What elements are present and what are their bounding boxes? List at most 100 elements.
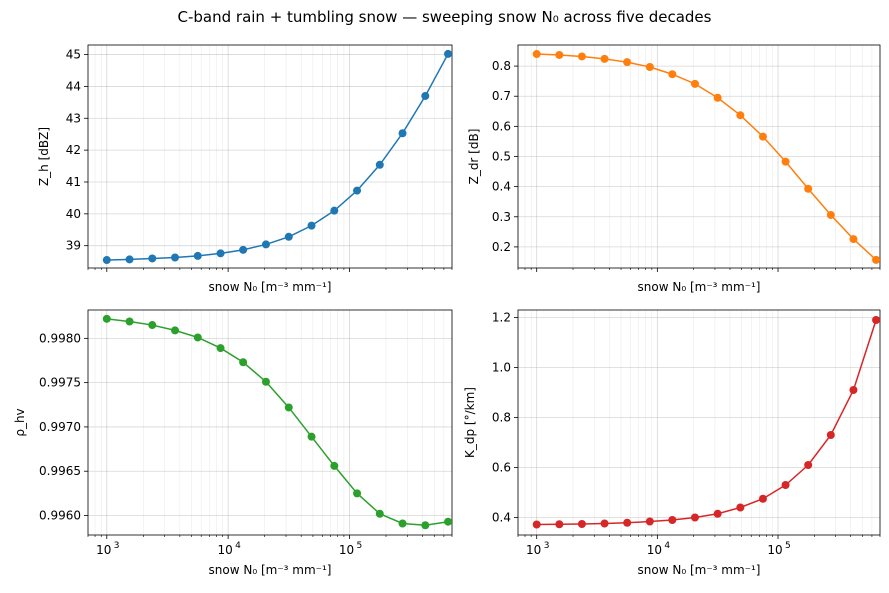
data-point [398, 129, 407, 138]
x-axis-label: snow N₀ [m⁻³ mm⁻¹] [209, 563, 332, 577]
data-point [239, 358, 248, 367]
data-point [668, 70, 677, 79]
data-point [668, 516, 677, 524]
x-tick-exponent: 4 [664, 541, 670, 551]
data-point [577, 520, 586, 528]
data-point [330, 461, 339, 470]
data-point [623, 518, 632, 527]
y-axis-label: Z_dr [dB] [467, 129, 481, 185]
y-tick-label: 0.5 [492, 150, 511, 164]
data-point [239, 245, 248, 254]
data-point [713, 93, 722, 102]
y-tick-label: 0.2 [492, 240, 511, 254]
data-point [690, 513, 699, 522]
x-tick-exponent: 3 [114, 541, 120, 551]
data-point [872, 316, 881, 324]
data-point [736, 111, 745, 120]
data-point [307, 432, 316, 441]
data-point [125, 255, 134, 264]
data-point [193, 251, 202, 260]
data-point [148, 321, 157, 330]
series-line [106, 318, 449, 527]
series-line [536, 319, 877, 526]
y-tick-label: 0.3 [492, 210, 511, 224]
data-point [781, 157, 790, 166]
data-point [125, 317, 134, 326]
axes-frame [517, 309, 881, 536]
data-point [600, 519, 609, 528]
series-line [106, 53, 449, 261]
data-point [849, 235, 858, 244]
data-point [555, 520, 564, 529]
x-axis-label: snow N₀ [m⁻³ mm⁻¹] [638, 563, 761, 577]
data-point [849, 386, 858, 394]
data-point [826, 431, 835, 439]
data-point [261, 240, 270, 249]
data-point [375, 509, 384, 518]
y-tick-label: 0.7 [492, 89, 511, 103]
series-line [536, 53, 877, 261]
y-axis-label: Z_h [dBZ] [37, 127, 51, 186]
figure-title: C-band rain + tumbling snow — sweeping s… [177, 8, 712, 26]
data-point [781, 481, 790, 489]
x-tick-exponent: 5 [785, 541, 791, 551]
data-point [532, 50, 541, 59]
axes-frame [87, 44, 453, 269]
data-point [758, 494, 767, 503]
data-point [375, 160, 384, 169]
x-tick-exponent: 3 [544, 541, 550, 551]
y-tick-label: 0.4 [492, 511, 511, 525]
data-point [690, 79, 699, 88]
data-point [307, 221, 316, 230]
data-point [330, 206, 339, 215]
data-point [532, 520, 541, 529]
y-tick-label: 0.8 [492, 411, 511, 425]
data-point [444, 517, 453, 526]
x-tick-label: 10 [217, 543, 232, 557]
data-point [421, 91, 430, 100]
x-tick-label: 10 [526, 543, 541, 557]
y-tick-label: 45 [66, 48, 81, 62]
subplot-1: 39 40 41 42 43 44 45 snow N₀ [m⁻³ mm⁻¹] Z_h [dBZ… [37, 44, 453, 294]
data-point [102, 256, 111, 265]
x-axis-label: snow N₀ [m⁻³ mm⁻¹] [638, 280, 761, 294]
data-point [284, 403, 293, 412]
data-point [804, 184, 813, 193]
data-point [171, 326, 180, 335]
y-tick-label: 41 [66, 175, 81, 189]
data-point [353, 489, 362, 498]
data-point [713, 509, 722, 518]
data-point [872, 255, 881, 264]
data-point [216, 344, 225, 353]
y-tick-label: 39 [66, 239, 81, 253]
y-tick-label: 40 [66, 207, 81, 221]
x-tick-label: 10 [96, 543, 111, 557]
y-tick-label: 0.9965 [39, 464, 81, 478]
y-tick-label: 43 [66, 111, 81, 125]
data-point [171, 253, 180, 262]
y-tick-label: 42 [66, 143, 81, 157]
x-tick-label: 10 [767, 543, 782, 557]
data-point [102, 314, 111, 323]
data-point [284, 232, 293, 241]
data-point [555, 50, 564, 59]
data-point [577, 52, 586, 61]
data-point [804, 461, 813, 469]
y-axis-label: ρ_hv [13, 408, 27, 436]
y-tick-label: 1.2 [492, 311, 511, 325]
x-tick-label: 10 [647, 543, 662, 557]
data-point [645, 517, 654, 526]
data-point [353, 186, 362, 195]
axes-frame [87, 309, 453, 536]
y-tick-label: 0.9970 [39, 420, 81, 434]
data-point [216, 249, 225, 258]
x-tick-label: 10 [339, 543, 354, 557]
x-tick-exponent: 5 [356, 541, 362, 551]
y-tick-label: 1.0 [492, 361, 511, 375]
y-tick-label: 0.6 [492, 119, 511, 133]
x-axis-label: snow N₀ [m⁻³ mm⁻¹] [209, 280, 332, 294]
y-axis-label: K_dp [°/km] [463, 387, 477, 458]
